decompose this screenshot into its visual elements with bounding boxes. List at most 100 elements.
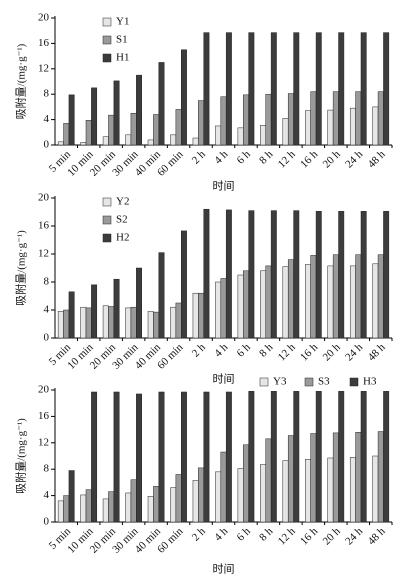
legend-label: S2 (116, 214, 128, 226)
y-tick-label: 4 (44, 489, 50, 501)
x-tick-label: 12 h (276, 148, 298, 170)
bar (170, 134, 177, 146)
bar (80, 142, 87, 146)
y-tick-label: 0 (44, 139, 50, 151)
bar (91, 391, 98, 523)
bar (220, 451, 227, 523)
x-tick-label: 48 h (366, 148, 388, 170)
bar (63, 495, 70, 523)
bar (220, 96, 227, 146)
bar (130, 479, 137, 523)
x-axis-label: 时间 (213, 373, 235, 386)
bar (243, 444, 249, 523)
bar (225, 32, 232, 146)
x-tick-label: 8 h (257, 525, 276, 544)
bar (175, 474, 182, 523)
bar (265, 265, 272, 339)
bar (237, 274, 244, 339)
x-tick-label: 24 h (343, 525, 365, 547)
y-tick-label: 12 (38, 436, 49, 448)
bar (372, 455, 379, 523)
bar (360, 32, 367, 146)
bar (130, 306, 137, 339)
bar (125, 307, 132, 339)
bar (349, 265, 356, 339)
x-tick-label: 2 h (190, 148, 209, 167)
y-tick-label: 4 (44, 113, 50, 125)
bar (198, 467, 204, 523)
y-tick-label: 12 (38, 62, 49, 74)
bar (287, 435, 294, 523)
bar (310, 91, 317, 146)
bar (220, 278, 227, 339)
bar (158, 391, 165, 523)
x-tick-label: 24 h (343, 341, 365, 363)
bar (260, 125, 266, 146)
x-axis-label: 时间 (213, 563, 235, 576)
legend-label: Y1 (116, 16, 129, 28)
legend-label: H3 (363, 376, 377, 388)
bar (85, 307, 92, 339)
bar (113, 278, 120, 339)
bar (315, 391, 322, 523)
bar (282, 118, 289, 146)
legend-label: Y2 (116, 196, 129, 208)
legend-swatch (102, 35, 112, 45)
bar (68, 94, 75, 146)
bar (287, 259, 294, 339)
bar (360, 211, 367, 339)
bar (265, 93, 272, 146)
legend-swatch (102, 197, 112, 207)
bar (63, 123, 70, 146)
bar (248, 391, 255, 523)
bar (203, 208, 210, 339)
bar (383, 391, 390, 523)
bar (327, 457, 334, 523)
y-tick-label: 12 (38, 248, 49, 260)
bar (136, 267, 142, 339)
bar (215, 125, 222, 146)
x-tick-label: 4 h (212, 341, 231, 360)
y-tick-label: 16 (38, 37, 50, 49)
bar (270, 391, 277, 523)
bar (215, 471, 222, 523)
x-tick-label: 60 min (155, 341, 186, 372)
bar (113, 391, 120, 523)
bar (338, 211, 345, 339)
x-tick-label: 24 h (343, 148, 365, 170)
bar (181, 49, 187, 146)
bar (85, 119, 92, 146)
bar (198, 100, 204, 146)
bar (310, 255, 317, 339)
bar (287, 93, 294, 146)
bar (237, 468, 244, 523)
legend-swatch (259, 377, 269, 387)
bar (80, 494, 87, 523)
x-axis-label: 时间 (213, 180, 235, 193)
legend-swatch (102, 17, 112, 27)
bar (192, 292, 199, 339)
bar (338, 391, 345, 523)
bar (315, 211, 322, 339)
bar (225, 209, 232, 339)
bar (102, 498, 109, 523)
bar (91, 284, 98, 339)
bar (181, 391, 187, 523)
bar (293, 32, 300, 146)
x-tick-label: 2 h (190, 525, 209, 544)
y-tick-label: 4 (44, 304, 50, 316)
bar (310, 433, 317, 523)
bar (57, 311, 64, 339)
legend-swatch (304, 377, 314, 387)
y-tick-label: 16 (38, 220, 50, 232)
bar (282, 266, 289, 339)
bar (147, 496, 154, 523)
bar (192, 480, 199, 523)
x-tick-label: 6 h (235, 148, 254, 167)
legend-label: S1 (116, 34, 128, 46)
bar (136, 74, 142, 146)
bar (158, 252, 165, 339)
